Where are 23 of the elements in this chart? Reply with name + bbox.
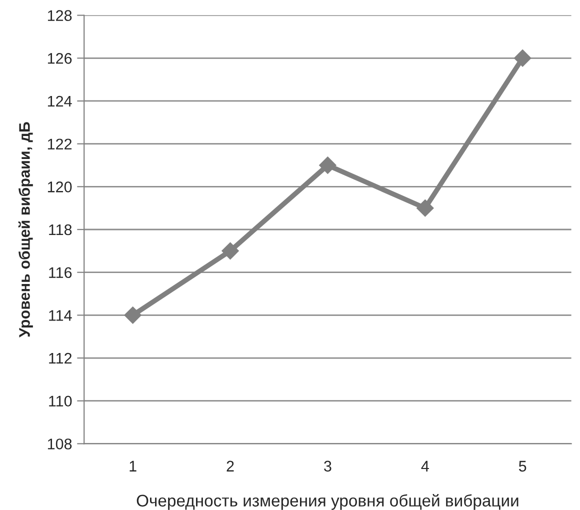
x-axis-title: Очередность измерения уровня общей вибрации bbox=[136, 494, 518, 510]
y-tick-label: 110 bbox=[49, 396, 72, 407]
y-tick-label: 116 bbox=[49, 267, 72, 278]
x-tick-label: 3 bbox=[324, 460, 332, 472]
y-tick-label: 128 bbox=[48, 10, 72, 21]
y-axis-title: Уровень общей вибраии, дБ bbox=[18, 122, 33, 338]
y-tick-label: 118 bbox=[49, 224, 72, 236]
y-tick-label: 126 bbox=[48, 53, 72, 64]
y-tick-label: 124 bbox=[48, 96, 72, 107]
y-tick-label: 120 bbox=[48, 182, 72, 192]
point bbox=[222, 242, 239, 260]
x-tick-label: 5 bbox=[518, 460, 526, 472]
x-tick-label: 1 bbox=[130, 460, 136, 472]
y-tick-label: 108 bbox=[48, 438, 72, 450]
y-tick-label: 112 bbox=[49, 352, 72, 364]
point bbox=[124, 306, 142, 324]
point bbox=[514, 50, 532, 67]
point bbox=[319, 156, 336, 174]
x-tick-label: 2 bbox=[226, 460, 234, 472]
y-tick-label: 122 bbox=[48, 138, 72, 150]
x-tick-label: 4 bbox=[421, 460, 429, 472]
y-tick-label: 114 bbox=[49, 310, 72, 321]
point bbox=[416, 200, 434, 217]
